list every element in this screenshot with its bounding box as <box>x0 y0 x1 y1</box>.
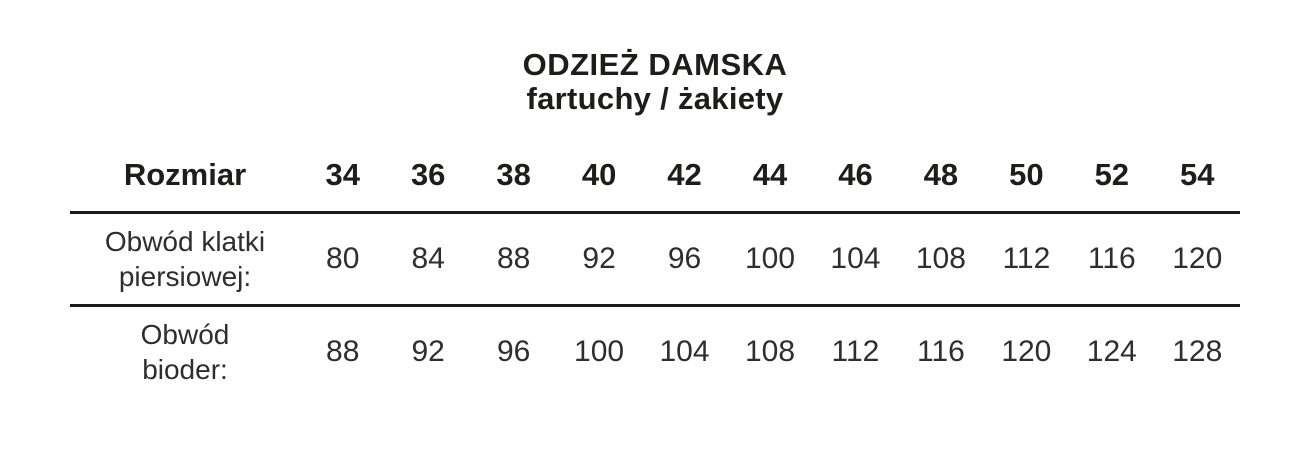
row-label-chest-line2: piersiowej: <box>118 260 252 292</box>
row-label-hips: Obwód bioder: <box>70 305 300 398</box>
value-cell: 120 <box>1001 335 1052 369</box>
value-cell: 104 <box>659 335 710 369</box>
value-cell: 100 <box>744 241 796 275</box>
value-cell: 112 <box>1002 241 1051 275</box>
value-cell: 116 <box>1087 241 1136 275</box>
value-cell: 108 <box>744 335 796 369</box>
size-header-cell: 40 <box>581 157 617 193</box>
size-header-cell: 52 <box>1094 157 1130 193</box>
row-label-chest-line1: Obwód klatki <box>104 225 266 257</box>
row-label-hips-line1: Obwód <box>140 319 230 351</box>
value-cell: 100 <box>574 335 625 369</box>
title-block: ODZIEŻ DAMSKA fartuchy / żakiety <box>70 0 1240 116</box>
size-header-cell: 34 <box>325 157 360 193</box>
row-label-chest: Obwód klatki piersiowej: <box>70 212 300 305</box>
value-cell: 112 <box>831 335 880 369</box>
table-row-hips: Obwód bioder: 88 92 96 100 104 108 112 116 120 12… <box>70 305 1240 398</box>
size-header-cell: 38 <box>496 157 531 193</box>
table-row-chest: Obwód klatki piersiowej: 80 84 88 92 96 100 10… <box>70 212 1240 305</box>
value-cell: 92 <box>582 241 616 275</box>
size-header-cell: 54 <box>1180 157 1215 193</box>
row-label-hips-line2: bioder: <box>142 354 228 386</box>
size-table: Rozmiar 34 36 38 40 42 44 46 48 50 52 54 Obwód kla… <box>70 140 1240 398</box>
value-cell: 120 <box>1172 241 1223 275</box>
header-label-rozmiar: Rozmiar <box>123 157 247 193</box>
value-cell: 80 <box>326 241 360 275</box>
value-cell: 124 <box>1086 335 1137 369</box>
size-header-cell: 48 <box>923 157 959 193</box>
value-cell: 96 <box>667 241 702 275</box>
size-header-cell: 44 <box>752 157 788 193</box>
value-cell: 128 <box>1172 335 1223 369</box>
size-header-cell: 46 <box>838 157 873 193</box>
value-cell: 84 <box>411 241 445 275</box>
value-cell: 96 <box>496 335 531 369</box>
size-header-cell: 50 <box>1009 157 1044 193</box>
chart-title: ODZIEŻ DAMSKA <box>522 47 788 82</box>
value-cell: 104 <box>830 241 881 275</box>
value-cell: 88 <box>496 241 531 275</box>
value-cell: 88 <box>326 335 360 369</box>
size-header-row: Rozmiar 34 36 38 40 42 44 46 48 50 52 54 <box>70 140 1240 212</box>
size-header-cell: 36 <box>410 157 446 193</box>
value-cell: 116 <box>916 335 965 369</box>
size-header-cell: 42 <box>667 157 702 193</box>
value-cell: 108 <box>915 241 966 275</box>
chart-subtitle: fartuchy / żakiety <box>526 81 784 116</box>
value-cell: 92 <box>411 335 445 369</box>
